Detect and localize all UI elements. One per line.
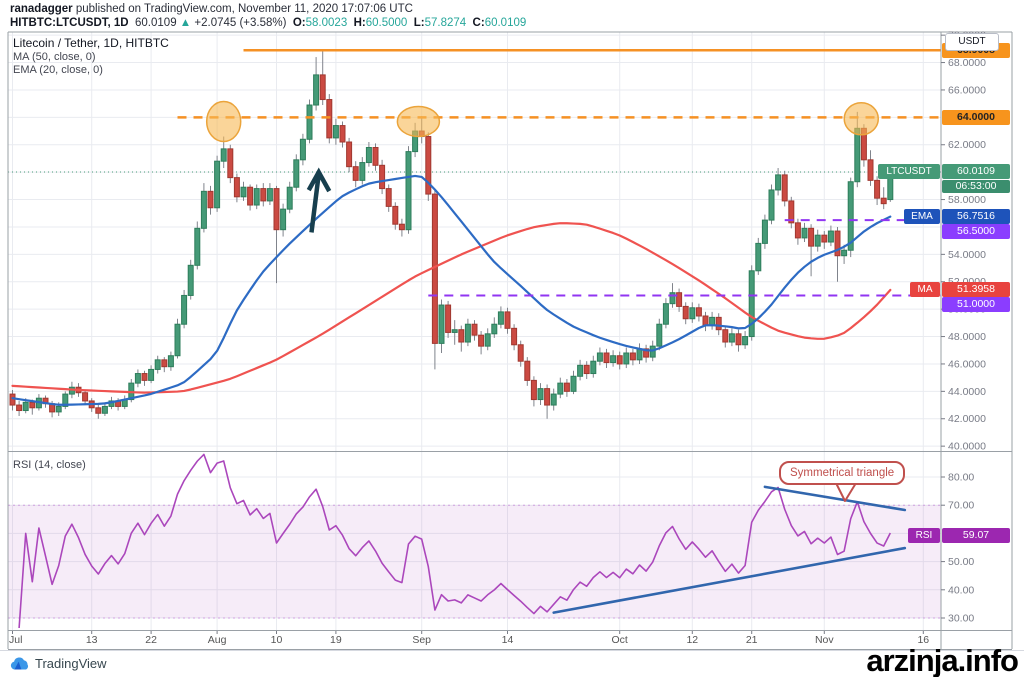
- svg-text:22: 22: [145, 634, 157, 646]
- tradingview-logo-icon: [10, 657, 29, 670]
- svg-text:46.0000: 46.0000: [948, 358, 986, 370]
- svg-text:54.0000: 54.0000: [948, 249, 986, 261]
- alert-label-51: 51.0000: [942, 297, 1010, 312]
- legend-ma50: MA (50, close, 0): [13, 51, 96, 63]
- candlestick-series: [9, 50, 894, 419]
- svg-text:62.0000: 62.0000: [948, 139, 986, 151]
- high-value: 60.5000: [365, 17, 408, 29]
- tradingview-brand-text: TradingView: [35, 656, 107, 671]
- rsi-trendlines: [552, 485, 907, 614]
- svg-text:70.00: 70.00: [948, 500, 974, 512]
- svg-text:30.00: 30.00: [948, 613, 974, 625]
- close-value: 60.0109: [484, 17, 527, 29]
- tradingview-brand[interactable]: TradingView: [10, 656, 107, 671]
- footer-bar: TradingView: [0, 650, 1024, 677]
- publish-text: published on TradingView.com, November 1…: [72, 3, 413, 15]
- price-axis-ticks[interactable]: 70.000068.000066.000062.000058.000054.00…: [941, 30, 986, 453]
- rsi-line: [18, 453, 892, 629]
- high-label: H:: [353, 17, 366, 29]
- open-label: O:: [292, 17, 306, 29]
- svg-text:44.0000: 44.0000: [948, 386, 986, 398]
- svg-text:66.0000: 66.0000: [948, 84, 986, 96]
- rsi-tag: RSI: [908, 528, 940, 543]
- ema20-line: [11, 174, 892, 406]
- bar-countdown: 06:53:00: [942, 180, 1010, 193]
- rsi-legend: RSI (14, close): [13, 459, 86, 471]
- site-watermark: arzinja.info: [866, 643, 1019, 677]
- svg-text:19: 19: [330, 634, 342, 646]
- svg-text:13: 13: [86, 634, 98, 646]
- panel-frame: [7, 31, 1013, 650]
- svg-text:14: 14: [502, 634, 514, 646]
- price-label-64: 64.0000: [942, 110, 1010, 125]
- svg-text:Jul: Jul: [9, 634, 22, 646]
- time-axis-ticks[interactable]: Jul 13 22 Aug 10 19 Sep 14 Oct 12 21 Nov 16: [9, 631, 929, 646]
- symbol-ohlc-bar: HITBTC:LTCUSDT, 1D 60.0109 ▲ +2.0745 (+3…: [10, 17, 526, 29]
- callout-tail: [835, 482, 857, 502]
- level-lines: [177, 48, 941, 297]
- chart-legend: Litecoin / Tether, 1D, HITBTC MA (50, cl…: [13, 36, 169, 76]
- svg-text:16: 16: [917, 634, 929, 646]
- svg-text:42.0000: 42.0000: [948, 413, 986, 425]
- svg-text:80.00: 80.00: [948, 472, 974, 484]
- close-label: C:: [472, 17, 485, 29]
- low-label: L:: [413, 17, 425, 29]
- open-value: 58.0023: [305, 17, 348, 29]
- svg-text:Aug: Aug: [208, 634, 227, 646]
- symbol-price-tag: LTCUSDT: [878, 164, 940, 179]
- alert-label-56-5: 56.5000: [942, 224, 1010, 239]
- svg-text:Oct: Oct: [612, 634, 628, 646]
- svg-text:40.0000: 40.0000: [948, 441, 986, 453]
- symmetrical-triangle-callout[interactable]: Symmetrical triangle: [779, 461, 906, 485]
- up-arrow-icon: ▲: [179, 17, 192, 29]
- currency-toggle-button[interactable]: USDT: [945, 33, 999, 51]
- rsi-band: [8, 504, 941, 619]
- low-value: 57.8274: [424, 17, 467, 29]
- last-price: 60.0109: [135, 17, 177, 29]
- price-label-ma: 51.3958: [942, 282, 1010, 297]
- author-name: ranadagger: [10, 3, 73, 15]
- svg-text:48.0000: 48.0000: [948, 331, 986, 343]
- rsi-axis-ticks[interactable]: 80.00 70.00 50.00 40.00 30.00: [941, 472, 974, 625]
- legend-symbol: Litecoin / Tether, 1D, HITBTC: [13, 36, 169, 50]
- highlight-circles: [205, 100, 880, 143]
- ema-tag: EMA: [904, 209, 940, 224]
- price-change: +2.0745 (+3.58%): [194, 17, 287, 29]
- price-label-last: 60.0109: [942, 164, 1010, 179]
- symbol-title: HITBTC:LTCUSDT, 1D: [10, 17, 129, 29]
- ma-tag: MA: [910, 282, 940, 297]
- svg-text:58.0000: 58.0000: [948, 194, 986, 206]
- svg-text:10: 10: [271, 634, 283, 646]
- svg-text:21: 21: [746, 634, 758, 646]
- price-label-ema: 56.7516: [942, 209, 1010, 224]
- svg-text:68.0000: 68.0000: [948, 57, 986, 69]
- legend-ema20: EMA (20, close, 0): [13, 64, 103, 76]
- svg-text:Nov: Nov: [815, 634, 834, 646]
- up-arrow-annotation: [306, 167, 332, 233]
- svg-text:Sep: Sep: [412, 634, 431, 646]
- svg-text:40.00: 40.00: [948, 584, 974, 596]
- publish-info: ranadagger published on TradingView.com,…: [10, 3, 413, 15]
- svg-text:50.00: 50.00: [948, 556, 974, 568]
- rsi-value-label: 59.07: [942, 528, 1010, 543]
- svg-text:12: 12: [686, 634, 698, 646]
